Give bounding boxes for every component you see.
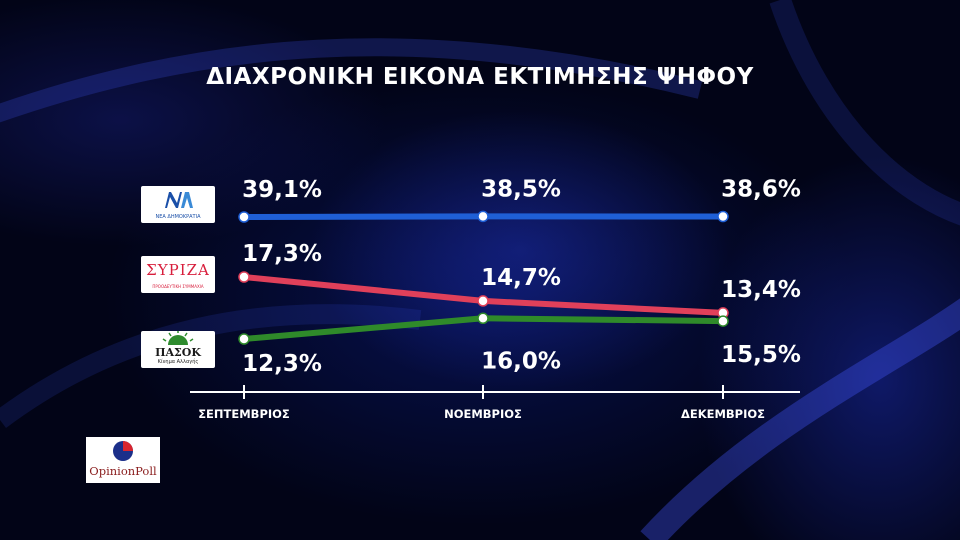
data-point-syriza xyxy=(477,295,489,307)
data-point-pasok xyxy=(717,315,729,327)
data-point-pasok xyxy=(477,312,489,325)
data-point-nd xyxy=(717,210,729,223)
x-tick-label: ΝΟΕΜΒΡΙΟΣ xyxy=(444,407,522,421)
syriza-logo: ΣΥΡΙΖΑ ΠΡΟΟΔΕΥΤΙΚΗ ΣΥΜΜΑΧΙΑ xyxy=(141,256,215,293)
data-label-pasok: 12,3% xyxy=(242,351,322,377)
data-label-nd: 38,5% xyxy=(481,176,561,202)
x-tick-label: ΔΕΚΕΜΒΡΙΟΣ xyxy=(681,407,765,421)
nd-logo-subtitle: ΝΕΑ ΔΗΜΟΚΡΑΤΙΑ xyxy=(155,214,201,220)
opinionpoll-circle-icon xyxy=(113,441,133,461)
syriza-logo-subtitle: ΠΡΟΟΔΕΥΤΙΚΗ ΣΥΜΜΑΧΙΑ xyxy=(152,284,204,289)
opinionpoll-logo-text: OpinionPoll xyxy=(89,464,157,478)
opinionpoll-logo: OpinionPoll xyxy=(86,437,160,483)
data-label-nd: 38,6% xyxy=(721,177,801,203)
data-point-syriza xyxy=(238,271,250,283)
data-label-syriza: 14,7% xyxy=(481,265,561,291)
syriza-logo-mark: ΣΥΡΙΖΑ xyxy=(146,261,210,279)
data-label-pasok: 16,0% xyxy=(481,348,561,374)
x-tick-label: ΣΕΠΤΕΜΒΡΙΟΣ xyxy=(198,407,290,421)
data-label-syriza: 13,4% xyxy=(721,277,801,303)
pasok-logo: ΠΑΣΟΚ Κίνημα Αλλαγής xyxy=(141,331,215,368)
data-point-pasok xyxy=(238,333,250,345)
data-point-nd xyxy=(477,210,489,223)
data-label-pasok: 15,5% xyxy=(721,342,801,368)
data-label-nd: 39,1% xyxy=(242,177,322,203)
data-point-nd xyxy=(238,211,250,223)
pasok-logo-subtitle: Κίνημα Αλλαγής xyxy=(157,359,199,365)
page-title: ΔΙΑΧΡΟΝΙΚΗ ΕΙΚΟΝΑ ΕΚΤΙΜΗΣΗΣ ΨΗΦΟΥ xyxy=(206,64,754,90)
pasok-logo-mark: ΠΑΣΟΚ xyxy=(155,346,201,359)
data-label-syriza: 17,3% xyxy=(242,241,322,267)
pasok-sun-icon xyxy=(162,331,194,345)
nd-mark-icon xyxy=(165,192,193,208)
nd-logo: ΝΕΑ ΔΗΜΟΚΡΑΤΙΑ xyxy=(141,186,215,223)
